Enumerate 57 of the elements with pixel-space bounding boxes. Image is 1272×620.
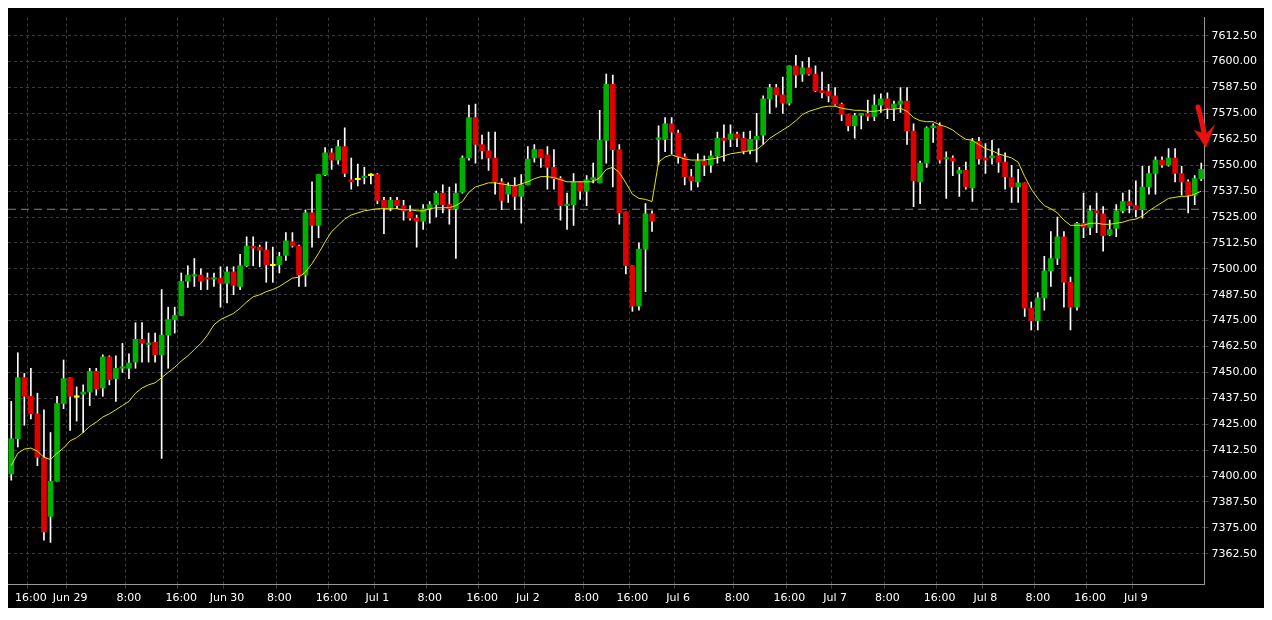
x-tick-label: Jul 9 [1122, 591, 1148, 605]
y-tick-label: 7412.50 [1211, 442, 1258, 456]
x-tick-label: 8:00 [724, 591, 750, 605]
x-tick-label: 8:00 [417, 591, 443, 605]
candlestick [348, 157, 355, 190]
x-tick-label: 8:00 [116, 591, 142, 605]
x-tick-label: 16:00 [165, 591, 198, 605]
candlestick [354, 163, 361, 187]
y-tick-label: 7600.00 [1211, 54, 1258, 68]
y-tick-label: 7475.00 [1211, 313, 1258, 327]
y-tick-label: 7550.00 [1211, 158, 1258, 172]
y-tick-label: 7387.50 [1211, 494, 1258, 508]
candlestick [956, 166, 963, 197]
y-tick-label: 7587.50 [1211, 80, 1258, 94]
x-tick-label: 8:00 [1025, 591, 1051, 605]
y-tick-label: 7575.00 [1211, 106, 1258, 120]
y-tick-label: 7525.00 [1211, 209, 1258, 223]
x-tick-label: 8:00 [266, 591, 292, 605]
x-tick-label: 16:00 [15, 591, 47, 605]
x-tick-label: 16:00 [315, 591, 348, 605]
candlestick [139, 322, 145, 363]
candlestick [721, 124, 727, 162]
candlestick [864, 99, 871, 122]
y-tick-label: 7437.50 [1211, 391, 1258, 405]
x-tick-label: 8:00 [875, 591, 900, 605]
candlestick [80, 384, 87, 433]
x-tick-label: 8:00 [574, 591, 599, 605]
y-tick-label: 7462.50 [1211, 339, 1258, 353]
x-tick-label: Jul 2 [514, 591, 540, 605]
y-tick-label: 7562.50 [1211, 132, 1258, 146]
y-tick-label: 7450.00 [1211, 365, 1258, 379]
x-tick-label: Jul 7 [822, 591, 847, 605]
x-tick-label: Jul 6 [665, 591, 691, 605]
x-tick-label: 16:00 [773, 591, 806, 605]
x-tick-label: 16:00 [923, 591, 956, 605]
candlestick [269, 246, 276, 283]
y-tick-label: 7375.00 [1211, 520, 1258, 534]
candlestick [211, 272, 217, 287]
candlestick [943, 151, 950, 199]
x-tick-label: Jul 8 [972, 591, 998, 605]
y-tick-label: 7362.50 [1211, 546, 1258, 560]
x-tick-label: Jun 29 [51, 591, 88, 605]
y-tick-label: 7487.50 [1211, 287, 1258, 301]
y-tick-label: 7537.50 [1211, 183, 1258, 197]
candlestick [368, 173, 374, 185]
y-tick-label: 7400.00 [1211, 468, 1258, 482]
y-tick-label: 7512.50 [1211, 235, 1258, 249]
x-tick-label: 16:00 [616, 591, 649, 605]
x-tick-label: 16:00 [466, 591, 498, 605]
x-tick-label: Jul 1 [364, 591, 390, 605]
x-tick-label: 16:00 [1074, 591, 1106, 605]
y-tick-label: 7500.00 [1211, 261, 1258, 275]
y-tick-label: 7425.00 [1211, 417, 1258, 431]
candlestick [309, 181, 315, 248]
candlestick [453, 183, 459, 259]
x-tick-label: Jun 30 [208, 591, 245, 605]
y-tick-label: 7612.50 [1211, 28, 1258, 42]
